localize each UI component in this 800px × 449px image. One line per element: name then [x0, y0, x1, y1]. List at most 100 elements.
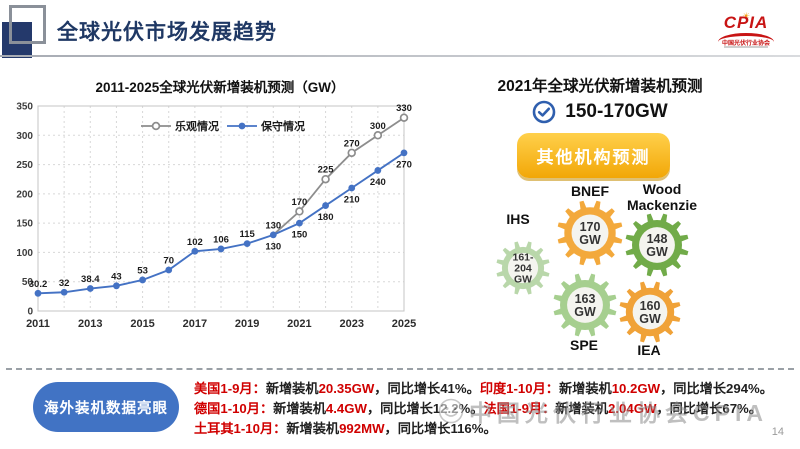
chart-legend: 乐观情况 保守情况 — [141, 119, 305, 133]
svg-text:BNEF: BNEF — [571, 183, 610, 199]
overseas-news-lines: 美国1-9月：新增装机20.35GW，同比增长41%。印度1-10月：新增装机1… — [194, 379, 794, 439]
other-agency-forecast-button[interactable]: 其他机构预测 — [517, 133, 670, 178]
svg-text:53: 53 — [137, 265, 148, 276]
news-text: 新增装机 — [555, 401, 609, 416]
news-highlight: 4.4GW — [325, 401, 367, 416]
svg-text:2021: 2021 — [287, 318, 311, 330]
gear-spe: 163 GW SPE — [553, 273, 617, 353]
overseas-data-badge: 海外装机数据亮眼 — [33, 382, 179, 432]
x-axis-labels: 2011 2013 2015 2017 2019 2021 2023 2025 — [26, 318, 416, 330]
page-title: 全球光伏市场发展趋势 — [57, 21, 277, 44]
news-highlight: 德国1-10月： — [194, 401, 274, 416]
svg-text:210: 210 — [344, 195, 360, 206]
chart-title: 2011-2025全球光伏新增装机预测（GW） — [95, 80, 345, 95]
news-highlight: 土耳其1-10月： — [194, 421, 287, 436]
series-conservative: 30.2 32 38.4 43 53 70 102 106 115 130 150 180 210 240… — [29, 149, 412, 297]
news-text: 新增装机 — [558, 381, 612, 396]
page-number: 14 — [771, 426, 784, 438]
title-decoration-square — [2, 22, 32, 58]
header-divider — [0, 55, 800, 57]
logo-subtext — [724, 46, 768, 48]
news-line-1: 美国1-9月：新增装机20.35GW，同比增长41%。印度1-10月：新增装机1… — [194, 379, 794, 399]
svg-text:240: 240 — [370, 177, 386, 188]
svg-text:170: 170 — [291, 197, 307, 208]
news-highlight: 印度1-10月： — [479, 381, 559, 396]
news-text: 新增装机 — [273, 401, 326, 416]
logo-org-name: 中国光伏行业协会 — [721, 41, 770, 47]
logo-name: CPIA — [723, 13, 769, 32]
svg-text:保守情况: 保守情况 — [260, 119, 305, 133]
news-text: ，同比增长41%。 — [374, 381, 480, 396]
news-highlight: 10.2GW — [611, 381, 661, 396]
series-optimistic: 130 170 225 270 300 330 — [265, 103, 412, 236]
news-highlight: 2.04GW — [608, 401, 657, 416]
svg-text:130: 130 — [265, 220, 281, 231]
gear-wood-mackenzie: 148 GW Wood Mackenzie — [625, 181, 697, 277]
news-text: ，同比增长12.2%。 — [366, 401, 484, 416]
news-text: 新增装机 — [265, 381, 319, 396]
svg-text:150: 150 — [16, 219, 33, 230]
news-text: 新增装机 — [286, 421, 340, 436]
check-circle-icon — [532, 100, 556, 124]
svg-text:180: 180 — [318, 212, 334, 223]
svg-text:乐观情况: 乐观情况 — [175, 119, 219, 133]
svg-text:2015: 2015 — [130, 318, 154, 330]
svg-text:30.2: 30.2 — [29, 279, 48, 290]
svg-text:170GW: 170 GW — [579, 220, 601, 247]
svg-text:350: 350 — [16, 102, 33, 113]
news-line-2: 德国1-10月：新增装机4.4GW，同比增长12.2%。法国1-9月：新增装机2… — [194, 399, 794, 419]
logo-arc — [718, 33, 774, 42]
svg-text:38.4: 38.4 — [81, 274, 100, 285]
gear-ihs: 161-204 GW IHS — [496, 211, 550, 295]
news-text: ，同比增长294%。 — [660, 381, 773, 396]
news-highlight: 20.35GW — [318, 381, 375, 396]
svg-text:2011: 2011 — [26, 318, 50, 330]
news-highlight: 法国1-9月： — [483, 401, 556, 416]
news-text: ，同比增长67%。 — [656, 401, 762, 416]
svg-text:100: 100 — [16, 248, 33, 259]
svg-text:SPE: SPE — [570, 337, 598, 353]
svg-text:2017: 2017 — [183, 318, 207, 330]
svg-text:300: 300 — [16, 131, 33, 142]
forecast-range-value: 150-170GW — [565, 101, 668, 122]
svg-text:2023: 2023 — [339, 318, 363, 330]
y-axis-labels: 0 50 100 150 200 250 300 350 — [16, 102, 33, 318]
svg-text:115: 115 — [239, 229, 255, 240]
svg-text:70: 70 — [163, 256, 174, 267]
svg-text:150: 150 — [291, 230, 307, 241]
svg-text:200: 200 — [16, 189, 33, 200]
forecast-range-row: 150-170GW — [450, 100, 750, 124]
svg-text:106: 106 — [213, 234, 229, 245]
svg-text:300: 300 — [370, 121, 386, 132]
news-highlight: 992MW — [339, 421, 385, 436]
svg-text:IHS: IHS — [506, 211, 529, 227]
cpia-logo: CPIA 中国光伏行业协会 — [710, 6, 782, 52]
gear-iea: 160 GW IEA — [619, 281, 681, 358]
svg-text:250: 250 — [16, 160, 33, 171]
svg-text:225: 225 — [318, 165, 335, 176]
svg-text:32: 32 — [59, 278, 70, 289]
svg-text:270: 270 — [344, 138, 360, 149]
news-highlight: 美国1-9月： — [194, 381, 266, 396]
svg-text:IEA: IEA — [637, 342, 660, 358]
gear-bnef: 170 GW BNEF — [557, 183, 623, 266]
svg-text:270: 270 — [396, 159, 412, 170]
svg-text:330: 330 — [396, 103, 412, 114]
svg-text:130: 130 — [265, 241, 281, 252]
title-decoration-outline-square — [9, 5, 46, 44]
news-text: ，同比增长116%。 — [384, 421, 497, 436]
news-section-divider — [6, 368, 794, 370]
svg-text:2019: 2019 — [235, 318, 259, 330]
svg-text:50: 50 — [22, 277, 34, 288]
svg-text:43: 43 — [111, 271, 122, 282]
svg-text:0: 0 — [27, 307, 33, 318]
svg-text:2025: 2025 — [392, 318, 416, 330]
svg-text:2013: 2013 — [78, 318, 102, 330]
news-line-3: 土耳其1-10月：新增装机992MW，同比增长116%。 — [194, 419, 794, 439]
